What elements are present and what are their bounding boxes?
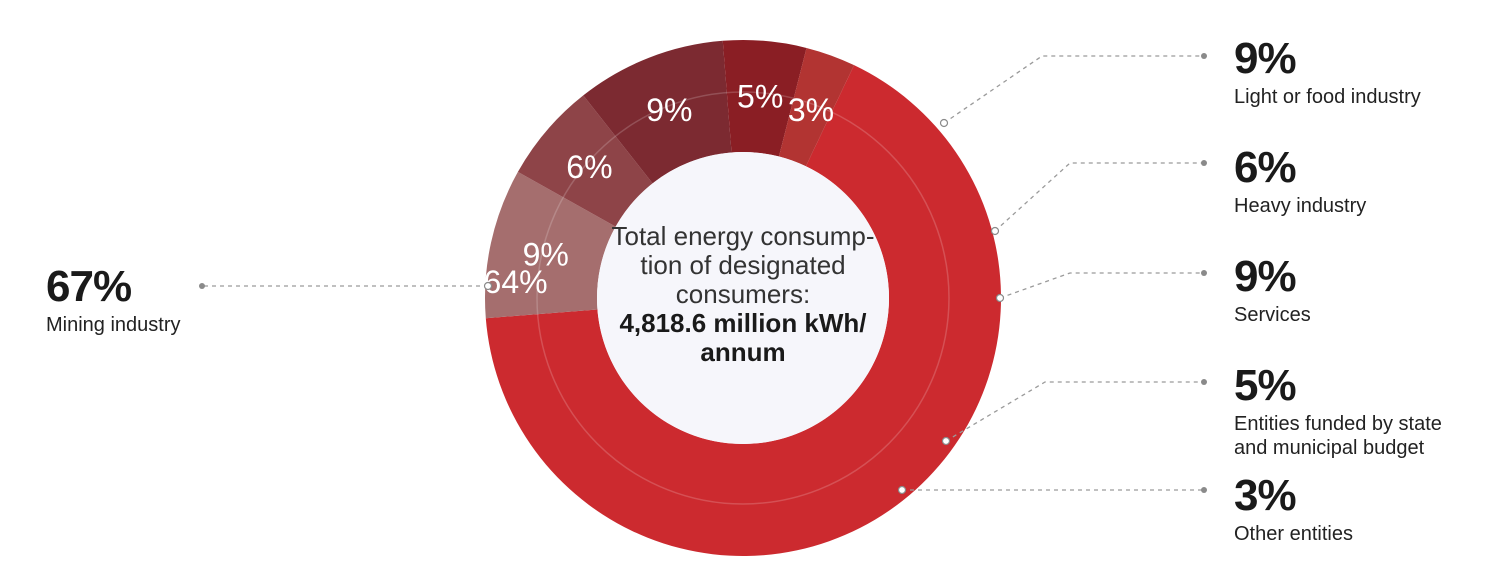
legend-light-food-industry: 9% Light or food industry	[1234, 37, 1484, 109]
mid-ring-line	[536, 91, 950, 505]
slice-labels: 64%9%6%9% 5% 3%	[484, 79, 835, 300]
center-disc	[597, 152, 889, 444]
slice-label-0: 64%	[484, 264, 548, 300]
leader-end-4	[1201, 379, 1207, 385]
center-line-0: Total energy consump-	[611, 221, 874, 251]
legend-state-municipal-entities: 5% Entities funded by state and municipa…	[1234, 364, 1474, 460]
leader-line-2	[994, 162, 1204, 232]
leader-end-3	[1201, 270, 1207, 276]
legend-value: 67%	[46, 262, 132, 311]
legend-label: Services	[1234, 304, 1311, 326]
center-line-2: consumers:	[676, 279, 810, 309]
center-line-4: annum	[700, 337, 785, 367]
slice-2	[517, 95, 653, 227]
slice-label-4: 5%	[737, 79, 783, 115]
legend-label: Mining industry	[46, 314, 181, 336]
legend-heavy-industry: 6% Heavy industry	[1234, 146, 1484, 218]
inner-ring-divider	[536, 91, 950, 505]
leader-lines	[199, 53, 1207, 495]
leader-anchor-0	[483, 281, 493, 291]
leader-end-2	[1201, 160, 1207, 166]
slice-3	[583, 40, 732, 184]
legend-label: Entities funded by state and municipal b…	[1234, 413, 1442, 459]
legend-value: 9%	[1234, 34, 1297, 83]
slice-label-2: 6%	[566, 149, 612, 185]
slice-label-3: 9%	[646, 92, 692, 128]
leader-anchor-4	[941, 436, 951, 446]
slice-5	[778, 47, 855, 167]
legend-value: 5%	[1234, 361, 1297, 410]
leader-anchor-5	[897, 485, 907, 495]
donut-slices	[485, 40, 1002, 556]
leader-line-4	[945, 381, 1204, 442]
leader-anchor-3	[995, 293, 1005, 303]
legend-value: 9%	[1234, 252, 1297, 301]
slice-4	[722, 40, 807, 157]
leader-line-3	[999, 272, 1204, 299]
leader-anchor-1	[939, 118, 949, 128]
center-line-3: 4,818.6 million kWh/	[619, 308, 866, 338]
leader-end-0	[199, 283, 205, 289]
legend-other-entities: 3% Other entities	[1234, 474, 1484, 546]
leader-anchor-2	[990, 226, 1000, 236]
slice-label-5: 3%	[788, 92, 834, 128]
legend-value: 6%	[1234, 143, 1297, 192]
slice-1	[485, 171, 616, 319]
legend-services: 9% Services	[1234, 255, 1484, 327]
legend-label: Heavy industry	[1234, 195, 1367, 217]
leader-end-1	[1201, 53, 1207, 59]
slice-0	[485, 65, 1002, 556]
legend-label: Other entities	[1234, 523, 1353, 545]
center-line-1: tion of designated	[640, 250, 845, 280]
center-caption: Total energy consump-tion of designatedc…	[611, 221, 874, 367]
slice-label-1: 9%	[523, 237, 569, 273]
legend-value: 3%	[1234, 471, 1297, 520]
legend-mining-industry: 67% Mining industry	[46, 265, 306, 337]
leader-end-5	[1201, 487, 1207, 493]
legend-label: Light or food industry	[1234, 86, 1421, 108]
leader-line-1	[943, 55, 1204, 124]
